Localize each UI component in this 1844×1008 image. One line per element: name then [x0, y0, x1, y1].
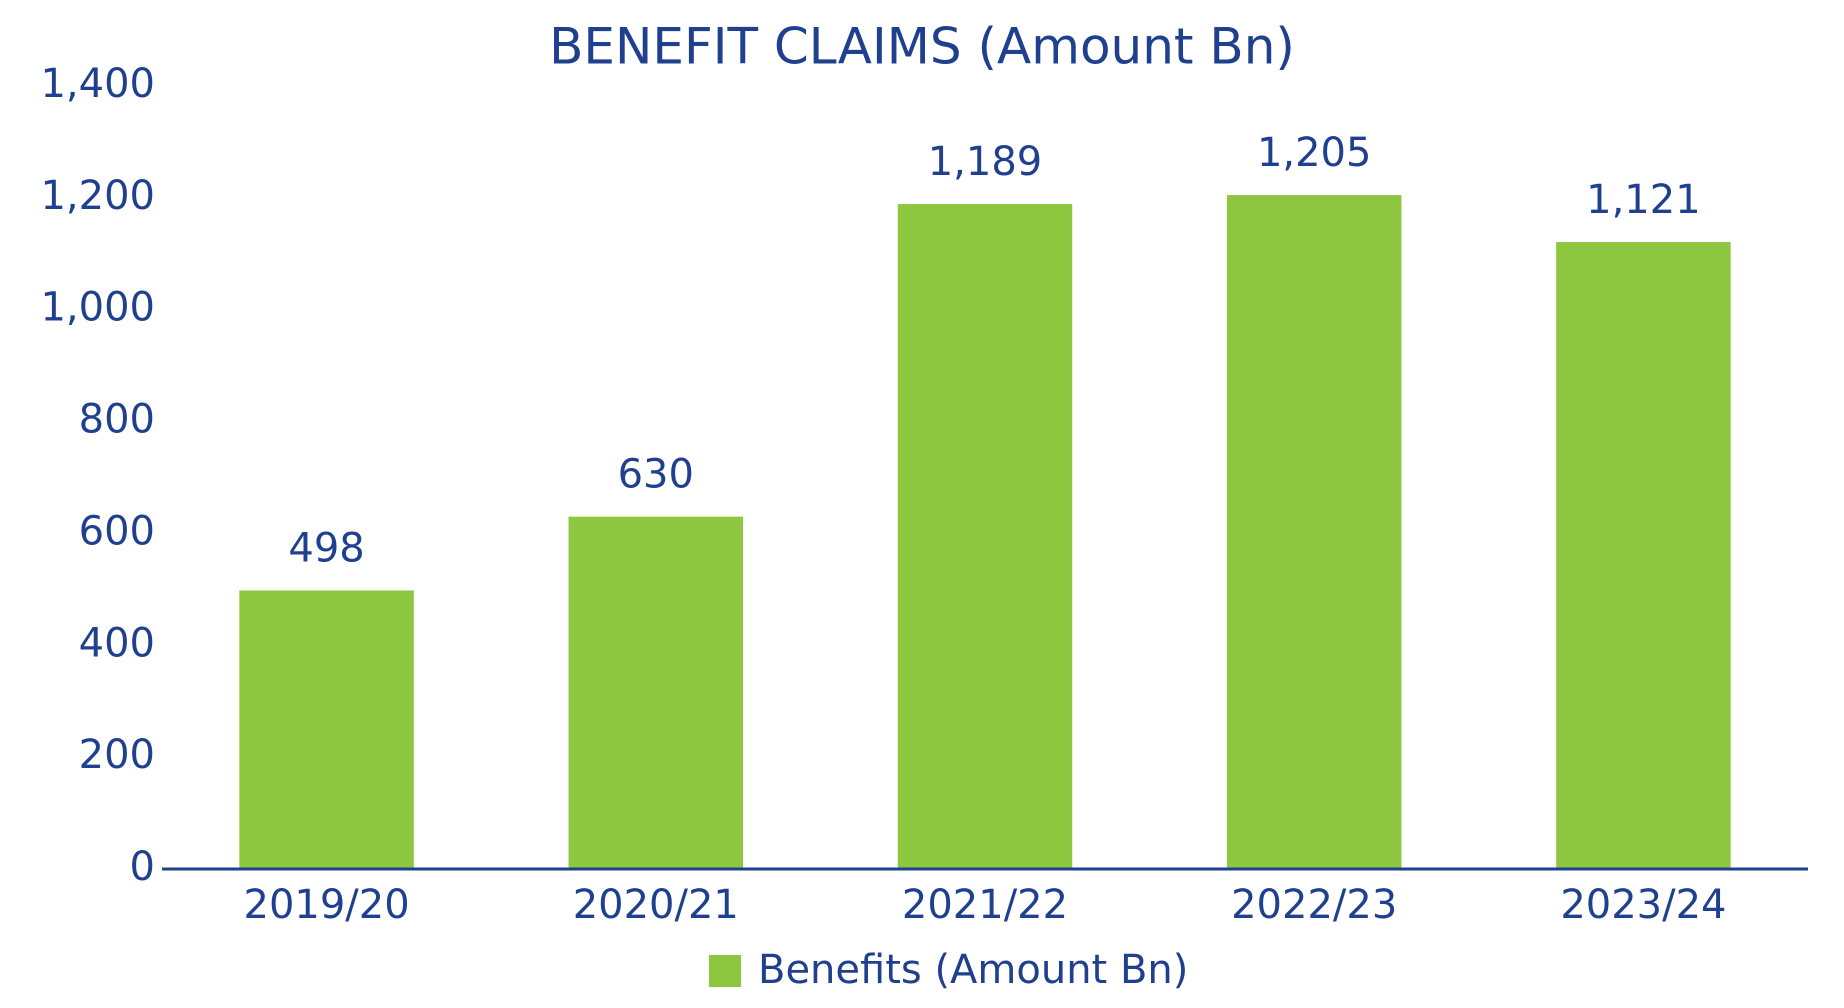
bar: [568, 516, 744, 869]
x-tick-label: 2019/20: [244, 882, 410, 928]
bar: [1226, 195, 1402, 869]
y-tick-label: 1,000: [40, 285, 155, 331]
chart-title: BENEFIT CLAIMS (Amount Bn): [549, 18, 1295, 76]
y-tick-label: 400: [79, 620, 155, 666]
y-tick-label: 200: [79, 732, 155, 778]
y-tick-label: 1,400: [40, 61, 155, 107]
data-label: 1,205: [1257, 130, 1372, 176]
bar: [1556, 242, 1731, 869]
x-tick-label: 2021/22: [902, 882, 1068, 928]
legend-swatch: [709, 955, 741, 987]
x-tick-label: 2023/24: [1560, 882, 1726, 928]
y-tick-label: 0: [130, 844, 155, 890]
data-label: 630: [618, 452, 694, 498]
data-label: 498: [288, 525, 364, 571]
x-tick-label: 2022/23: [1231, 882, 1397, 928]
legend-label: Benefits (Amount Bn): [758, 947, 1188, 993]
y-tick-label: 1,200: [40, 173, 155, 219]
data-label: 1,121: [1586, 177, 1701, 223]
data-label: 1,189: [928, 139, 1043, 185]
bar: [239, 590, 414, 869]
bar: [897, 204, 1073, 870]
y-tick-label: 800: [79, 397, 155, 443]
y-tick-label: 600: [79, 508, 155, 554]
x-tick-label: 2020/21: [573, 882, 739, 928]
